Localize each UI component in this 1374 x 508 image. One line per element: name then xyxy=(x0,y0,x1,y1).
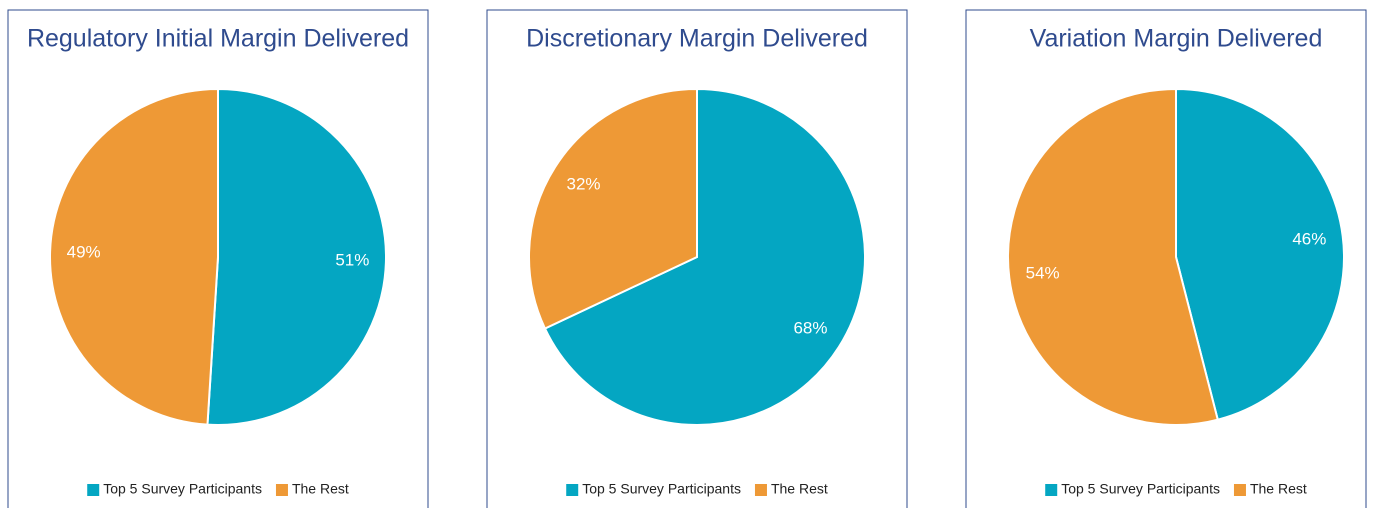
value-label: 46% xyxy=(1292,230,1326,249)
panel-border xyxy=(486,9,908,508)
pie-slice xyxy=(206,87,387,426)
chart-title: Discretionary Margin Delivered xyxy=(526,25,868,53)
value-label: 54% xyxy=(1026,263,1060,282)
legend-swatch xyxy=(87,484,100,496)
value-label: 32% xyxy=(567,174,601,193)
value-label: 51% xyxy=(335,251,369,270)
value-label: 49% xyxy=(67,242,101,261)
legend-swatch xyxy=(1233,484,1246,496)
legend-swatch xyxy=(566,484,579,496)
legend-label: Top 5 Survey Participants xyxy=(582,481,741,497)
pie-slice xyxy=(1175,87,1345,421)
legend-swatch xyxy=(275,484,288,496)
legend-label: Top 5 Survey Participants xyxy=(1061,481,1220,497)
chart-title: Variation Margin Delivered xyxy=(1030,25,1323,53)
legend-swatch xyxy=(1045,484,1058,496)
chart-title: Regulatory Initial Margin Delivered xyxy=(27,25,409,53)
legend-label: Top 5 Survey Participants xyxy=(103,481,262,497)
pie-slice xyxy=(49,87,219,426)
panel-border xyxy=(7,9,429,508)
panel-border xyxy=(965,9,1367,508)
legend-label: The Rest xyxy=(1250,481,1307,497)
legend-label: The Rest xyxy=(292,481,349,497)
pie-slice xyxy=(543,87,866,426)
pie-slice xyxy=(1007,87,1219,426)
legend-swatch xyxy=(754,484,767,496)
legend-label: The Rest xyxy=(771,481,828,497)
value-label: 68% xyxy=(793,318,827,337)
pie-slice xyxy=(528,87,698,330)
